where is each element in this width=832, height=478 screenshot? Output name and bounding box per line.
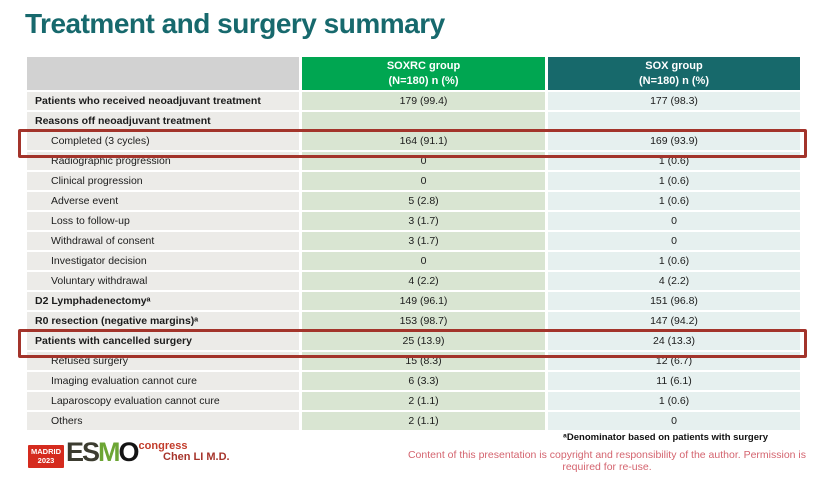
- table-row: D2 Lymphadenectomyᵃ 149 (96.1) 151 (96.8): [27, 292, 800, 310]
- row-label: Reasons off neoadjuvant treatment: [27, 112, 299, 130]
- badge-year: 2023: [37, 455, 55, 465]
- row-label: Investigator decision: [27, 252, 299, 270]
- table-row: Clinical progression 0 1 (0.6): [27, 172, 800, 190]
- badge-city: MADRID: [31, 446, 61, 456]
- sox-value: 1 (0.6): [548, 252, 800, 270]
- soxrc-value: 0: [302, 152, 545, 170]
- page-title: Treatment and surgery summary: [25, 8, 445, 39]
- table-row: Adverse event 5 (2.8) 1 (0.6): [27, 192, 800, 210]
- soxrc-value: 3 (1.7): [302, 212, 545, 230]
- esmo-congress-logo: MADRID 2023 ESMO congress: [28, 439, 187, 468]
- soxrc-value: [302, 112, 545, 130]
- table-row: Loss to follow-up 3 (1.7) 0: [27, 212, 800, 230]
- table-row: Investigator decision 0 1 (0.6): [27, 252, 800, 270]
- row-label: Loss to follow-up: [27, 212, 299, 230]
- esmo-letter-m: M: [98, 437, 120, 467]
- sox-value: 4 (2.2): [548, 272, 800, 290]
- table-row: Patients with cancelled surgery 25 (13.9)…: [27, 332, 800, 350]
- soxrc-value: 149 (96.1): [302, 292, 545, 310]
- soxrc-value: 0: [302, 172, 545, 190]
- row-label: Refused surgery: [27, 352, 299, 370]
- row-label: Imaging evaluation cannot cure: [27, 372, 299, 390]
- sox-value: 11 (6.1): [548, 372, 800, 390]
- table-row: Withdrawal of consent 3 (1.7) 0: [27, 232, 800, 250]
- header-sox-line1: SOX group: [645, 60, 703, 73]
- sox-value: [548, 112, 800, 130]
- row-label: Laparoscopy evaluation cannot cure: [27, 392, 299, 410]
- row-label: Completed (3 cycles): [27, 132, 299, 150]
- table-footnote: ᵃDenominator based on patients with surg…: [563, 432, 768, 443]
- row-label: Adverse event: [27, 192, 299, 210]
- table-body: Patients who received neoadjuvant treatm…: [27, 92, 800, 430]
- congress-label: congress: [138, 440, 188, 452]
- row-label: Patients who received neoadjuvant treatm…: [27, 92, 299, 110]
- sox-value: 0: [548, 232, 800, 250]
- copyright-notice: Content of this presentation is copyrigh…: [407, 449, 807, 473]
- row-label: Clinical progression: [27, 172, 299, 190]
- summary-table: SOXRC group (N=180) n (%) SOX group (N=1…: [18, 57, 807, 432]
- row-label: Radiographic progression: [27, 152, 299, 170]
- row-label: D2 Lymphadenectomyᵃ: [27, 292, 299, 310]
- sox-value: 24 (13.3): [548, 332, 800, 350]
- soxrc-value: 0: [302, 252, 545, 270]
- table-row: Voluntary withdrawal 4 (2.2) 4 (2.2): [27, 272, 800, 290]
- table-row: Radiographic progression 0 1 (0.6): [27, 152, 800, 170]
- soxrc-value: 15 (8.3): [302, 352, 545, 370]
- row-label: Patients with cancelled surgery: [27, 332, 299, 350]
- esmo-letter-e: E: [66, 437, 84, 467]
- soxrc-value: 25 (13.9): [302, 332, 545, 350]
- sox-value: 151 (96.8): [548, 292, 800, 310]
- soxrc-value: 6 (3.3): [302, 372, 545, 390]
- header-soxrc-line1: SOXRC group: [386, 60, 461, 73]
- row-label: Others: [27, 412, 299, 430]
- soxrc-value: 2 (1.1): [302, 412, 545, 430]
- table-row: Patients who received neoadjuvant treatm…: [27, 92, 800, 110]
- table-row: Imaging evaluation cannot cure 6 (3.3) 11 …: [27, 372, 800, 390]
- row-label: Voluntary withdrawal: [27, 272, 299, 290]
- soxrc-value: 5 (2.8): [302, 192, 545, 210]
- row-label: Withdrawal of consent: [27, 232, 299, 250]
- madrid-2023-badge: MADRID 2023: [28, 445, 64, 468]
- table-header-row: SOXRC group (N=180) n (%) SOX group (N=1…: [27, 57, 800, 90]
- table-row: Refused surgery 15 (8.3) 12 (6.7): [27, 352, 800, 370]
- soxrc-value: 4 (2.2): [302, 272, 545, 290]
- esmo-wordmark: ESMO: [66, 437, 140, 467]
- table-row: R0 resection (negative margins)ᵃ 153 (98.…: [27, 312, 800, 330]
- header-sox-group: SOX group (N=180) n (%): [548, 57, 800, 90]
- header-soxrc-group: SOXRC group (N=180) n (%): [302, 57, 545, 90]
- header-soxrc-line2: (N=180) n (%): [388, 74, 459, 87]
- soxrc-value: 3 (1.7): [302, 232, 545, 250]
- table-row: Laparoscopy evaluation cannot cure 2 (1.1…: [27, 392, 800, 410]
- sox-value: 1 (0.6): [548, 192, 800, 210]
- sox-value: 1 (0.6): [548, 172, 800, 190]
- sox-value: 169 (93.9): [548, 132, 800, 150]
- soxrc-value: 179 (99.4): [302, 92, 545, 110]
- sox-value: 177 (98.3): [548, 92, 800, 110]
- header-label-block: [27, 57, 299, 90]
- sox-value: 147 (94.2): [548, 312, 800, 330]
- table-row: Completed (3 cycles) 164 (91.1) 169 (93.9): [27, 132, 800, 150]
- soxrc-value: 153 (98.7): [302, 312, 545, 330]
- esmo-letter-s: S: [82, 437, 100, 467]
- sox-value: 12 (6.7): [548, 352, 800, 370]
- sox-value: 1 (0.6): [548, 392, 800, 410]
- table-row: Others 2 (1.1) 0: [27, 412, 800, 430]
- soxrc-value: 2 (1.1): [302, 392, 545, 410]
- esmo-letter-o: O: [118, 437, 140, 467]
- sox-value: 0: [548, 212, 800, 230]
- sox-value: 0: [548, 412, 800, 430]
- header-sox-line2: (N=180) n (%): [639, 74, 709, 87]
- author-credit: Chen LI M.D.: [163, 451, 230, 463]
- row-label: R0 resection (negative margins)ᵃ: [27, 312, 299, 330]
- soxrc-value: 164 (91.1): [302, 132, 545, 150]
- sox-value: 1 (0.6): [548, 152, 800, 170]
- table-row: Reasons off neoadjuvant treatment: [27, 112, 800, 130]
